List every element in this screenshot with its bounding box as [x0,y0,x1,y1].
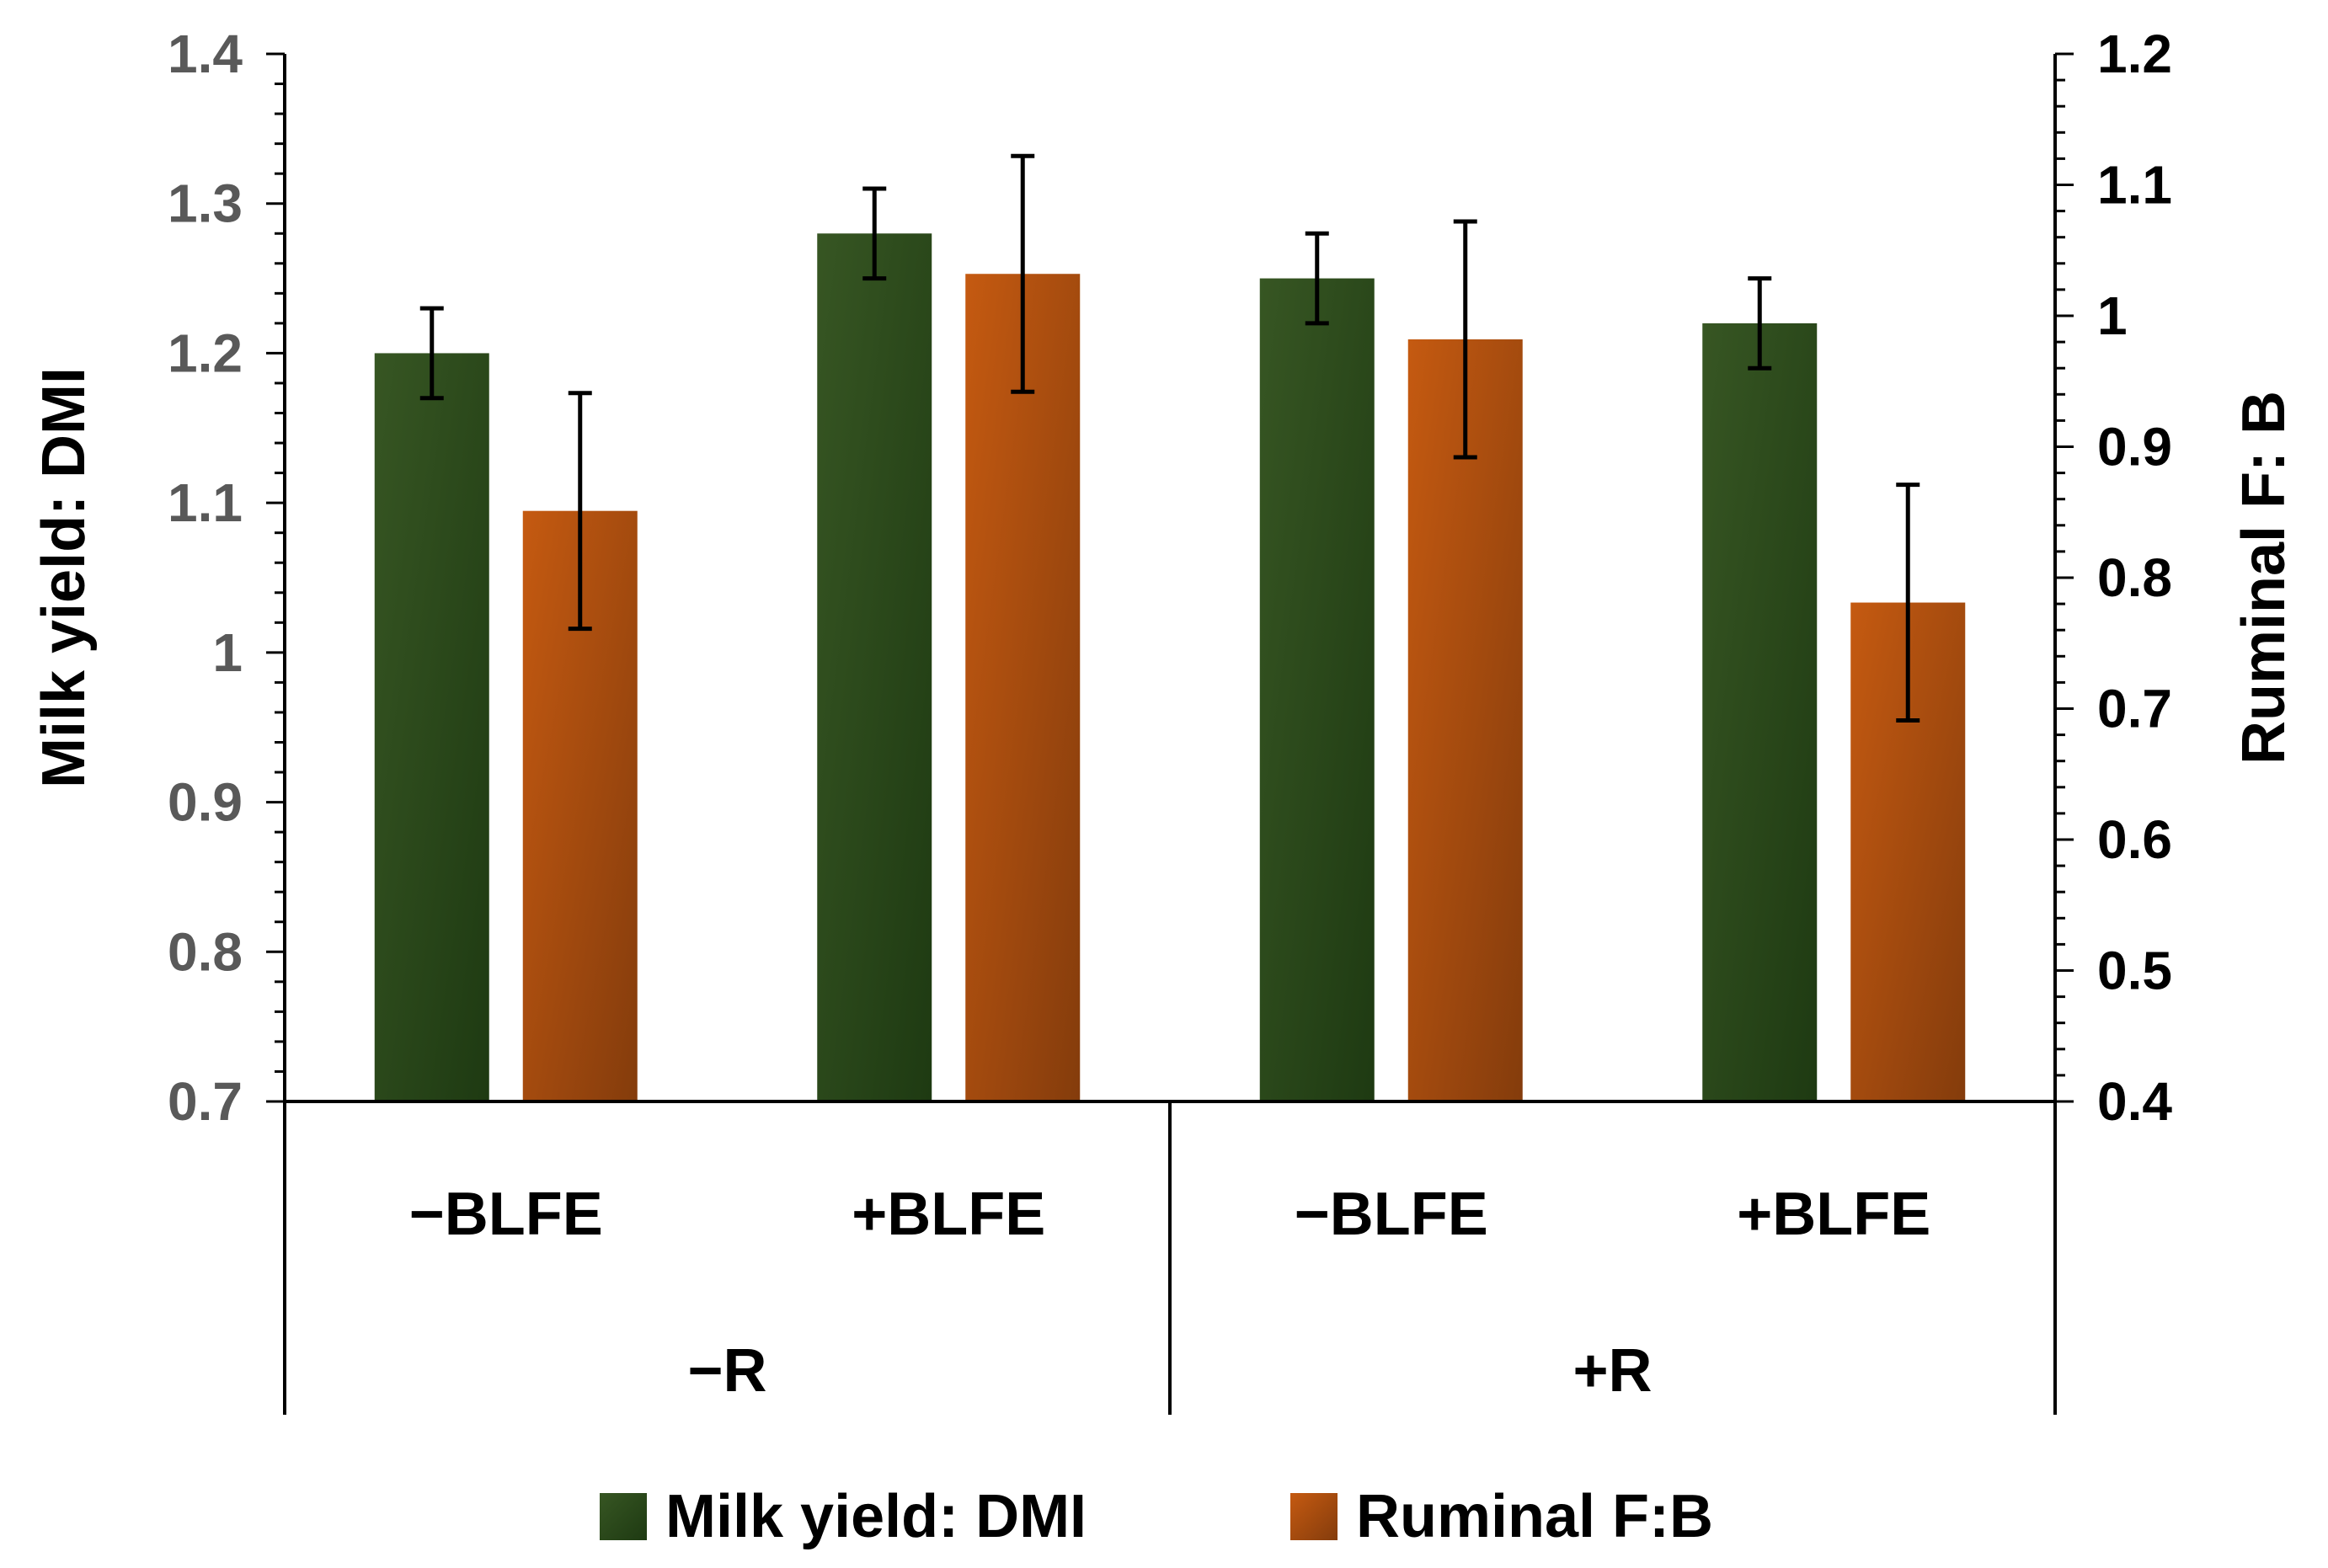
left-tick-label: 0.7 [168,1071,243,1132]
category-label: −BLFE [1295,1181,1488,1248]
right-tick-label: 0.8 [2097,547,2172,608]
right-tick-label: 0.6 [2097,809,2172,870]
category-label: +BLFE [1737,1181,1930,1248]
right-tick-label: 0.5 [2097,941,2172,1001]
bar-milk-yield-1 [817,233,932,1102]
left-tick-label: 1.2 [168,323,243,383]
bar-milk-yield-0 [374,353,489,1101]
group-label: +R [1572,1337,1652,1405]
y-axis-title: Milk yield: DMI [30,367,98,788]
right-tick-label: 1.1 [2097,155,2172,216]
bar-ruminal-fb-2 [1407,339,1523,1101]
group-label: −R [687,1337,766,1405]
legend-label: Milk yield: DMI [665,1483,1087,1550]
left-tick-label: 1.3 [168,173,243,234]
legend-swatch-1 [1290,1493,1338,1540]
bar-milk-yield-2 [1259,278,1375,1102]
left-tick-label: 0.9 [168,772,243,833]
bar-ruminal-fb-1 [965,274,1081,1101]
left-tick-label: 1 [212,622,243,683]
right-tick-label: 0.9 [2097,417,2172,477]
right-tick-label: 0.4 [2097,1071,2172,1132]
right-tick-label: 1.2 [2097,24,2172,84]
category-label: −BLFE [409,1181,603,1248]
legend-swatch-0 [600,1493,647,1540]
bar-milk-yield-3 [1702,323,1818,1101]
right-tick-label: 0.7 [2097,679,2172,739]
category-label: +BLFE [852,1181,1045,1248]
left-tick-label: 0.8 [168,921,243,982]
left-tick-label: 1.1 [168,472,243,533]
y2-axis-title: Ruminal F: B [2230,391,2298,765]
legend-label: Ruminal F:B [1356,1483,1713,1550]
right-tick-label: 1 [2097,285,2128,346]
left-tick-label: 1.4 [168,24,243,84]
